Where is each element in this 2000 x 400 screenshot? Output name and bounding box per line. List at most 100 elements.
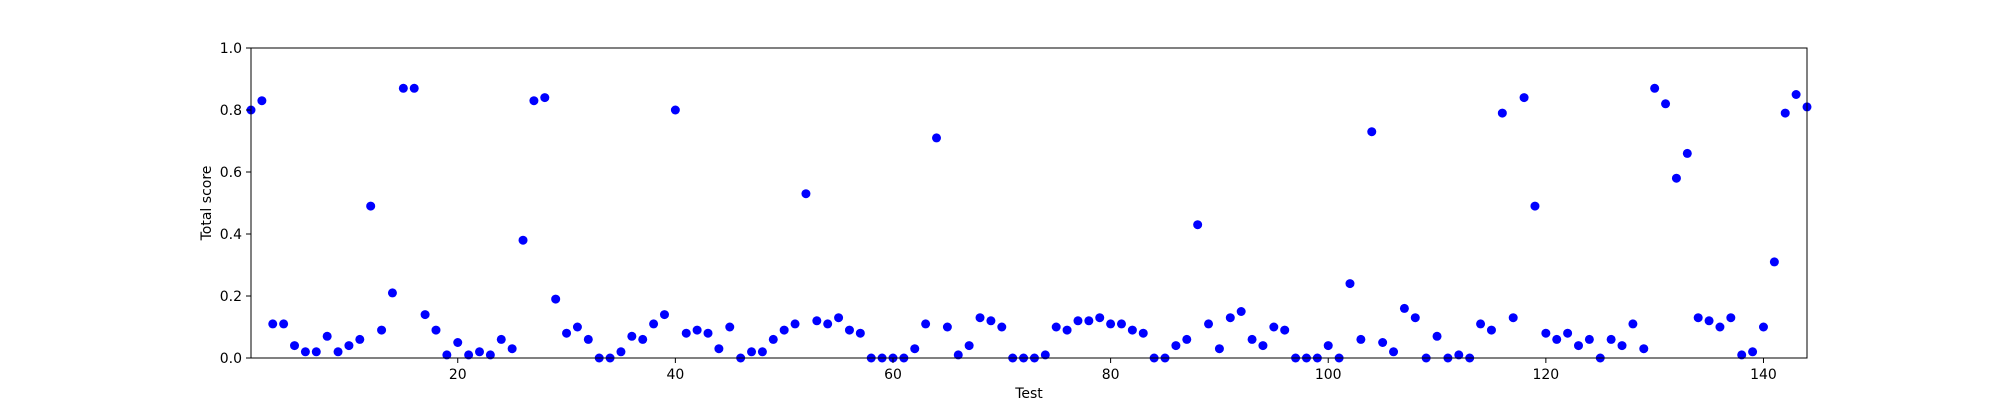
y-axis: 0.0 0.2 0.4 0.6 0.8 1.0 <box>220 41 251 367</box>
y-tick-label: 0.4 <box>220 227 242 243</box>
data-point <box>453 338 463 347</box>
data-point <box>1693 313 1703 323</box>
y-tick-label: 1.0 <box>220 41 242 57</box>
data-point <box>1671 173 1681 183</box>
data-point <box>1584 334 1594 344</box>
data-point <box>1171 341 1181 351</box>
plot-frame <box>250 47 1808 359</box>
data-point <box>1758 322 1768 332</box>
data-point <box>1193 220 1203 230</box>
data-point <box>311 347 321 357</box>
data-point <box>377 325 387 335</box>
data-point <box>507 344 517 354</box>
data-point <box>1182 334 1192 344</box>
data-point <box>572 322 582 332</box>
x-tick-label: 100 <box>1315 367 1342 383</box>
data-point <box>1574 341 1583 351</box>
data-point <box>300 347 310 357</box>
data-point <box>1084 316 1094 326</box>
data-point <box>1661 99 1671 109</box>
data-point <box>1356 334 1366 344</box>
data-point <box>1454 350 1464 360</box>
data-point <box>1682 148 1692 158</box>
data-point <box>1204 319 1214 329</box>
data-point <box>692 325 702 335</box>
data-point <box>496 334 506 344</box>
x-tick-label: 60 <box>884 367 902 383</box>
y-tick-label: 0.0 <box>220 351 242 367</box>
data-point <box>1116 319 1126 329</box>
data-point <box>268 319 278 329</box>
data-point <box>1748 347 1758 357</box>
x-tick-label: 20 <box>449 367 467 383</box>
x-axis: 20 40 60 80 100 120 140 <box>449 358 1777 383</box>
data-point <box>1606 334 1616 344</box>
data-point <box>844 325 854 335</box>
data-point <box>1508 313 1518 323</box>
data-point <box>1432 331 1442 341</box>
data-point <box>1378 338 1388 347</box>
data-point <box>1399 303 1409 313</box>
data-point <box>1062 325 1072 335</box>
data-point <box>910 344 920 354</box>
data-point <box>997 322 1007 332</box>
data-point <box>387 288 397 298</box>
data-point <box>540 93 550 103</box>
data-point <box>801 189 811 199</box>
data-point <box>420 310 430 320</box>
data-point <box>1127 325 1137 335</box>
data-point <box>790 319 800 329</box>
data-point <box>464 350 474 360</box>
data-point <box>768 334 778 344</box>
x-tick-label: 120 <box>1532 367 1559 383</box>
data-point <box>1367 127 1377 137</box>
data-point <box>1051 322 1061 332</box>
data-point <box>779 325 789 335</box>
data-point <box>714 344 724 354</box>
data-point <box>1389 347 1399 357</box>
data-point <box>355 334 365 344</box>
data-point <box>942 322 952 332</box>
y-tick-label: 0.2 <box>220 289 242 305</box>
data-point <box>322 331 332 341</box>
data-point <box>670 105 680 115</box>
data-point <box>627 331 637 341</box>
data-point <box>975 313 985 323</box>
data-point <box>834 313 844 323</box>
data-point <box>1650 83 1660 93</box>
x-tick-label: 140 <box>1750 367 1777 383</box>
data-point <box>747 347 757 357</box>
data-point <box>1138 328 1148 338</box>
data-point <box>681 328 691 338</box>
data-point <box>366 201 376 211</box>
data-point <box>1769 257 1779 267</box>
data-point <box>409 83 419 93</box>
data-point <box>529 96 539 106</box>
data-point <box>986 316 996 326</box>
data-point <box>1726 313 1736 323</box>
data-point <box>1541 328 1551 338</box>
data-point <box>1247 334 1257 344</box>
y-axis-label: Total score <box>199 166 215 242</box>
data-point <box>551 294 561 304</box>
data-point <box>257 96 267 106</box>
data-point <box>757 347 767 357</box>
y-tick-label: 0.6 <box>220 165 242 181</box>
data-point <box>649 319 659 329</box>
data-point <box>1791 90 1801 99</box>
data-point <box>1715 322 1725 332</box>
data-point <box>1563 328 1573 338</box>
data-point <box>1269 322 1279 332</box>
x-axis-label: Test <box>1014 386 1043 400</box>
data-point <box>344 341 354 351</box>
data-point <box>1530 201 1540 211</box>
data-point <box>616 347 626 357</box>
data-point <box>964 341 974 351</box>
data-point <box>485 350 495 360</box>
data-point <box>290 341 300 351</box>
data-point <box>583 334 593 344</box>
data-point <box>1410 313 1420 323</box>
data-point <box>1704 316 1714 326</box>
